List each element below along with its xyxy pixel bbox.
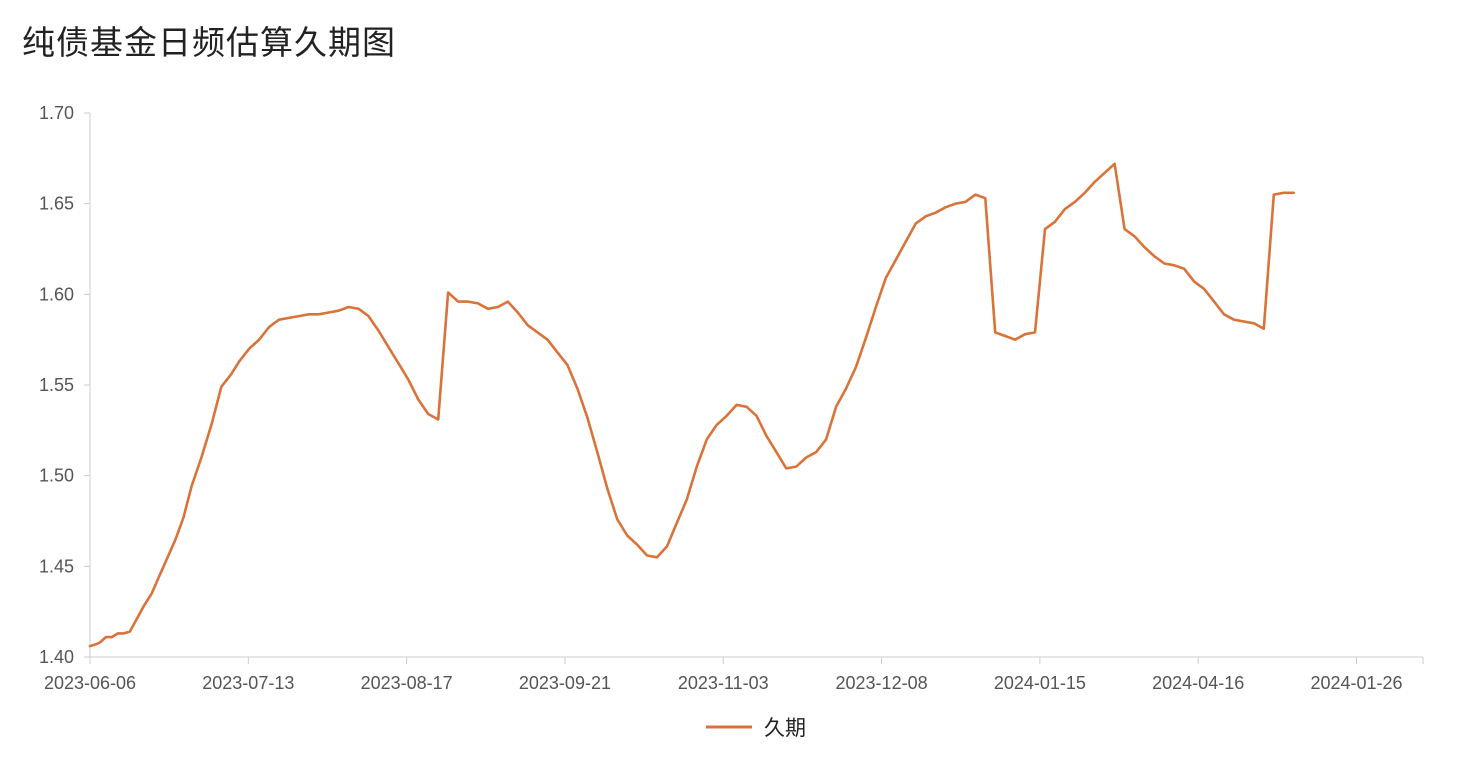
- x-tick-label: 2024-01-26: [1310, 673, 1402, 693]
- series-line-duration: [88, 162, 1295, 648]
- x-tick-label: 2023-06-06: [44, 673, 136, 693]
- x-tick-label: 2023-11-03: [678, 673, 769, 693]
- y-tick-label: 1.65: [39, 194, 74, 214]
- x-tick-label: 2023-07-13: [202, 673, 294, 693]
- x-tick-label: 2024-01-15: [994, 673, 1086, 693]
- x-tick-label: 2023-09-21: [519, 673, 611, 693]
- y-tick-label: 1.70: [39, 103, 74, 123]
- y-tick-label: 1.55: [39, 375, 74, 395]
- x-tick-label: 2023-08-17: [361, 673, 453, 693]
- series-layer: [88, 162, 1295, 648]
- y-axis: 1.40 1.45 1.50 1.55 1.60 1.65 1.70: [39, 103, 91, 667]
- legend[interactable]: 久期: [706, 716, 806, 740]
- x-axis: 2023-06-06 2023-07-13 2023-08-17 2023-09-21…: [44, 656, 1424, 693]
- y-tick-label: 1.40: [39, 647, 74, 667]
- chart-title: 纯债基金日频估算久期图: [22, 23, 396, 62]
- x-tick-label: 2024-04-16: [1152, 673, 1244, 693]
- y-tick-label: 1.60: [39, 284, 74, 304]
- y-tick-label: 1.45: [39, 556, 74, 576]
- legend-label[interactable]: 久期: [764, 716, 806, 740]
- y-tick-label: 1.50: [39, 466, 74, 486]
- x-tick-label: 2023-12-08: [836, 673, 928, 693]
